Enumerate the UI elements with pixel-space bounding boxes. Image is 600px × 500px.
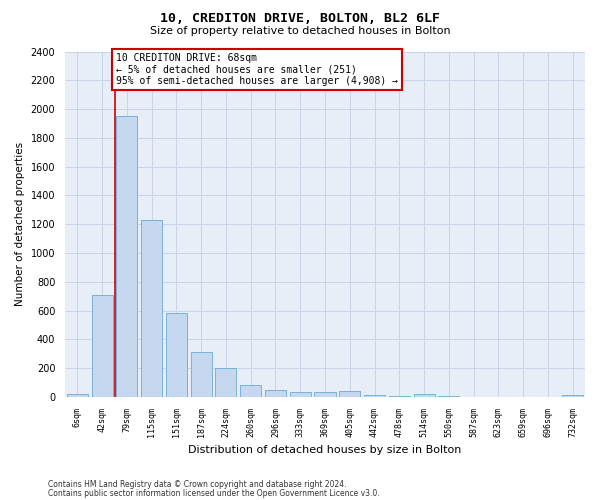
Text: 10 CREDITON DRIVE: 68sqm
← 5% of detached houses are smaller (251)
95% of semi-d: 10 CREDITON DRIVE: 68sqm ← 5% of detache… [116, 53, 398, 86]
Text: 10, CREDITON DRIVE, BOLTON, BL2 6LF: 10, CREDITON DRIVE, BOLTON, BL2 6LF [160, 12, 440, 26]
Y-axis label: Number of detached properties: Number of detached properties [15, 142, 25, 306]
Bar [413, 394, 434, 397]
X-axis label: Distribution of detached houses by size in Bolton: Distribution of detached houses by size … [188, 445, 462, 455]
Bar [364, 395, 385, 397]
Bar [562, 395, 583, 397]
Bar [438, 396, 460, 397]
Bar [92, 295, 113, 397]
Bar [265, 390, 286, 397]
Text: Contains HM Land Registry data © Crown copyright and database right 2024.: Contains HM Land Registry data © Crown c… [48, 480, 347, 489]
Bar [389, 396, 410, 397]
Bar [339, 391, 360, 397]
Bar [290, 392, 311, 397]
Bar [116, 116, 137, 397]
Bar [166, 314, 187, 397]
Bar [141, 220, 162, 397]
Text: Contains public sector information licensed under the Open Government Licence v3: Contains public sector information licen… [48, 488, 380, 498]
Bar [67, 394, 88, 397]
Bar [314, 392, 335, 397]
Bar [215, 368, 236, 397]
Text: Size of property relative to detached houses in Bolton: Size of property relative to detached ho… [149, 26, 451, 36]
Bar [191, 352, 212, 397]
Bar [240, 384, 261, 397]
